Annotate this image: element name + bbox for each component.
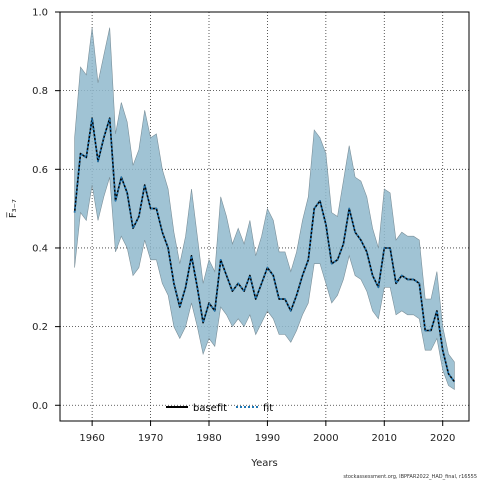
y-axis-label: F̅₃₋₇ (6, 199, 19, 218)
y-tick-label: 0.8 (32, 86, 48, 97)
x-tick-label: 2010 (372, 433, 397, 444)
x-tick-label: 1970 (138, 433, 163, 444)
y-tick-label: 0.4 (32, 243, 48, 254)
y-tick-label: 1.0 (32, 8, 48, 19)
x-tick-label: 1960 (79, 433, 104, 444)
confidence-band-area (74, 27, 455, 391)
confidence-band (74, 27, 455, 391)
x-tick-label: 1980 (196, 433, 221, 444)
legend-label-basefit: basefit (193, 403, 227, 414)
x-tick-label: 2000 (313, 433, 338, 444)
x-axis-label: Years (250, 458, 277, 469)
x-axis: 1960 1970 1980 1990 2000 2010 2020 (79, 421, 455, 444)
x-tick-label: 1990 (255, 433, 280, 444)
y-tick-label: 0.0 (32, 401, 48, 412)
series-line-fit (73, 117, 456, 383)
series-lines (73, 117, 456, 383)
plot-frame (59, 11, 470, 422)
y-tick-label: 0.6 (32, 165, 48, 176)
y-tick-label: 0.2 (32, 322, 48, 333)
credit-text: stockassessment.org, IBPFAR2022_HAD_fina… (343, 474, 477, 480)
legend: basefit fit (166, 403, 273, 414)
legend-label-fit: fit (263, 403, 273, 414)
y-axis: 0.0 0.2 0.4 0.6 0.8 1.0 (32, 8, 60, 412)
x-tick-label: 2020 (430, 433, 455, 444)
